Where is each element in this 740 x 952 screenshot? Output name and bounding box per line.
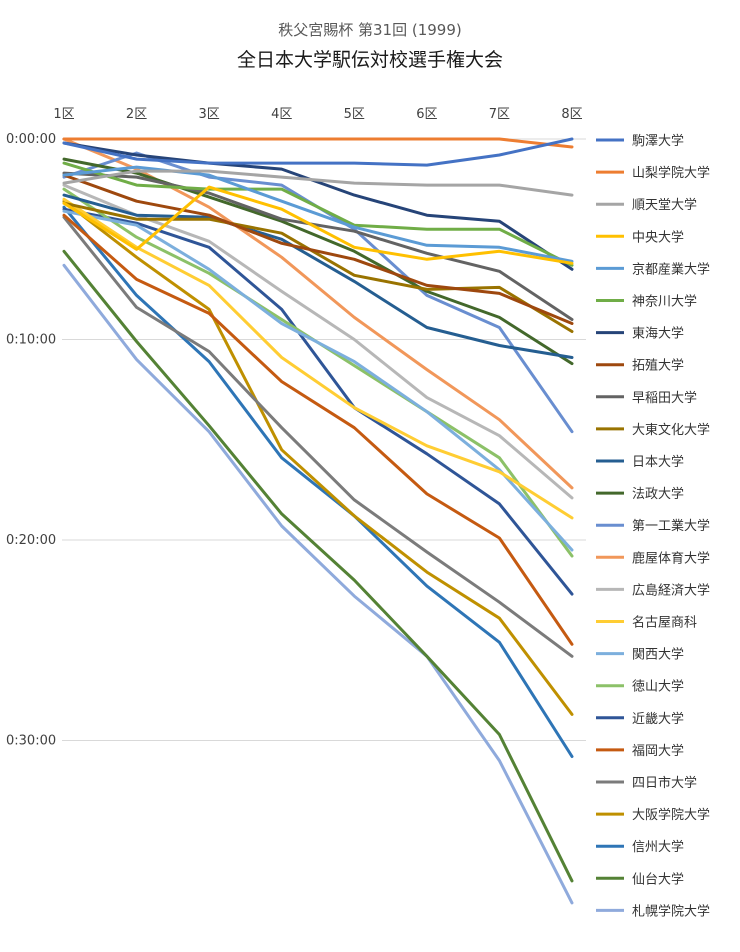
series-line: [62, 207, 574, 596]
legend-item: 東海大学: [596, 326, 684, 342]
legend-item: 順天堂大学: [596, 197, 697, 213]
legend-item: 名古屋商科: [596, 615, 697, 631]
legend-label: 拓殖大学: [632, 358, 684, 374]
chart-subtitle: 秩父宮賜杯 第31回 (1999): [278, 21, 462, 39]
series-line: [62, 197, 574, 520]
series-line: [62, 185, 574, 265]
legend-item: 広島経済大学: [596, 582, 710, 598]
x-tick-label: 5区: [344, 107, 365, 122]
legend-label: 第一工業大学: [632, 518, 710, 534]
y-tick-label: 0:30:00: [6, 734, 56, 749]
legend-item: 福岡大学: [596, 743, 684, 759]
legend-item: 早稲田大学: [596, 390, 697, 406]
legend-label: 名古屋商科: [632, 615, 697, 631]
series-line: [62, 169, 574, 197]
legend-item: 拓殖大学: [596, 358, 684, 374]
legend-label: 早稲田大学: [632, 390, 697, 406]
legend-item: 仙台大学: [596, 871, 684, 887]
legend-label: 札幌学院大学: [632, 903, 710, 919]
legend-label: 京都産業大学: [632, 261, 710, 277]
series-line: [62, 171, 574, 321]
legend: 駒澤大学山梨学院大学順天堂大学中央大学京都産業大学神奈川大学東海大学拓殖大学早稲…: [596, 133, 710, 919]
series-line: [62, 137, 574, 490]
legend-label: 信州大学: [632, 839, 684, 855]
chart-title: 全日本大学駅伝対校選手権大会: [237, 49, 503, 71]
series-line: [62, 165, 574, 263]
x-tick-label: 3区: [199, 107, 220, 122]
legend-label: 東海大学: [632, 326, 684, 342]
legend-label: 徳山大学: [632, 679, 684, 695]
series-line: [62, 193, 574, 359]
legend-item: 京都産業大学: [596, 261, 710, 277]
series-line: [62, 137, 574, 149]
series-line: [62, 205, 574, 758]
legend-label: 日本大学: [632, 454, 684, 470]
legend-item: 中央大学: [596, 229, 684, 245]
legend-label: 四日市大学: [632, 775, 697, 791]
legend-item: 四日市大学: [596, 775, 697, 791]
legend-label: 順天堂大学: [632, 197, 697, 213]
legend-label: 福岡大学: [632, 743, 684, 759]
legend-item: 関西大学: [596, 647, 684, 663]
series-line: [62, 199, 574, 716]
series-line: [62, 201, 574, 333]
legend-label: 関西大学: [632, 647, 684, 663]
legend-item: 第一工業大学: [596, 518, 710, 534]
legend-label: 大阪学院大学: [632, 807, 710, 823]
series-line: [62, 157, 574, 366]
legend-label: 大東文化大学: [632, 422, 710, 438]
x-tick-label: 4区: [271, 107, 292, 122]
series-line: [62, 215, 574, 658]
legend-label: 神奈川大学: [632, 294, 697, 310]
legend-label: 広島経済大学: [632, 582, 710, 598]
y-axis-tick-labels: 0:00:00 0:10:00 0:20:00 0:30:00: [6, 132, 56, 749]
legend-label: 近畿大学: [632, 711, 684, 727]
legend-label: 中央大学: [632, 229, 684, 245]
x-axis-tick-labels: 1区 2区 3区 4区 5区 6区 7区 8区: [53, 107, 582, 122]
legend-item: 法政大学: [596, 486, 684, 502]
legend-item: 徳山大学: [596, 679, 684, 695]
series-lines: [62, 137, 574, 905]
x-tick-label: 7区: [489, 107, 510, 122]
series-line: [62, 209, 574, 552]
series-line: [62, 263, 574, 905]
series-line: [62, 213, 574, 646]
legend-item: 駒澤大学: [596, 133, 684, 149]
x-tick-label: 6区: [416, 107, 437, 122]
legend-item: 大阪学院大学: [596, 807, 710, 823]
series-line: [62, 141, 574, 271]
legend-label: 鹿屋体育大学: [632, 550, 710, 566]
series-line: [62, 137, 574, 167]
legend-item: 山梨学院大学: [596, 165, 710, 181]
legend-item: 近畿大学: [596, 711, 684, 727]
legend-label: 駒澤大学: [632, 133, 684, 149]
x-tick-label: 1区: [53, 107, 74, 122]
legend-label: 山梨学院大学: [632, 165, 710, 181]
legend-label: 仙台大学: [632, 871, 684, 887]
x-tick-label: 8区: [561, 107, 582, 122]
y-tick-label: 0:10:00: [6, 333, 56, 348]
series-line: [62, 249, 574, 883]
legend-item: 神奈川大学: [596, 294, 697, 310]
legend-item: 信州大学: [596, 839, 684, 855]
legend-item: 大東文化大学: [596, 422, 710, 438]
legend-item: 鹿屋体育大学: [596, 550, 710, 566]
y-tick-label: 0:00:00: [6, 132, 56, 147]
legend-item: 札幌学院大学: [596, 903, 710, 919]
x-tick-label: 2区: [126, 107, 147, 122]
y-tick-label: 0:20:00: [6, 533, 56, 548]
legend-label: 法政大学: [632, 486, 684, 502]
series-line: [62, 161, 574, 267]
legend-item: 日本大学: [596, 454, 684, 470]
series-line: [62, 173, 574, 325]
